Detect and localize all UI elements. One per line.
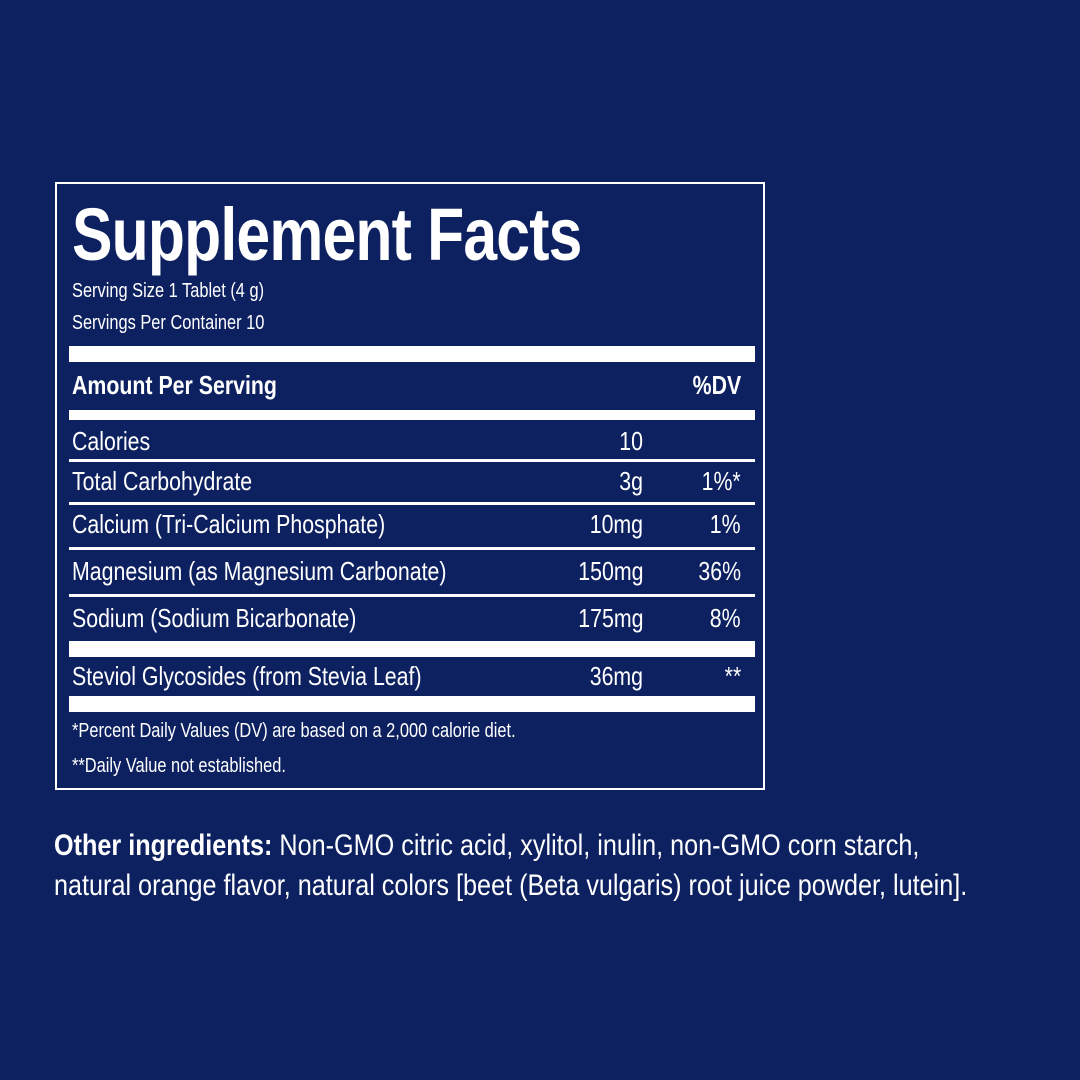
servings-per-container: Servings Per Container 10 — [72, 312, 265, 334]
nutrient-dv: 8% — [710, 603, 741, 633]
other-ingredients-line2: natural orange flavor, natural colors [b… — [54, 869, 968, 902]
nutrient-dv: ** — [724, 661, 741, 691]
nutrient-name: Total Carbohydrate — [72, 466, 253, 496]
thin-divider — [69, 594, 755, 597]
nutrient-amount: 3g — [619, 466, 643, 496]
nutrient-dv: 36% — [698, 556, 741, 586]
nutrient-name: Calories — [72, 426, 151, 456]
footnote-not-established: **Daily Value not established. — [72, 755, 286, 777]
dv-header: %DV — [692, 370, 741, 400]
nutrient-amount: 10mg — [589, 509, 643, 539]
supplement-facts-panel: Supplement Facts Serving Size 1 Tablet (… — [55, 182, 765, 790]
footnote-dv: *Percent Daily Values (DV) are based on … — [72, 720, 516, 742]
panel-title: Supplement Facts — [72, 193, 582, 276]
medium-divider — [69, 410, 755, 420]
thick-divider — [69, 346, 755, 362]
nutrient-name: Magnesium (as Magnesium Carbonate) — [72, 556, 447, 586]
other-ingredients: Other ingredients: Non-GMO citric acid, … — [54, 826, 967, 906]
thick-divider — [69, 696, 755, 712]
nutrient-amount: 10 — [619, 426, 643, 456]
amount-per-serving-header: Amount Per Serving — [72, 370, 277, 400]
thin-divider — [69, 502, 755, 505]
nutrient-name: Sodium (Sodium Bicarbonate) — [72, 603, 357, 633]
other-ingredients-label: Other ingredients: — [54, 829, 273, 862]
nutrient-amount: 150mg — [577, 556, 643, 586]
thin-divider — [69, 459, 755, 462]
other-ingredients-line1: Non-GMO citric acid, xylitol, inulin, no… — [272, 829, 920, 862]
nutrient-name: Calcium (Tri-Calcium Phosphate) — [72, 509, 386, 539]
nutrient-dv: 1% — [710, 509, 741, 539]
nutrient-amount: 175mg — [577, 603, 643, 633]
nutrient-dv: 1%* — [701, 466, 741, 496]
serving-size: Serving Size 1 Tablet (4 g) — [72, 280, 265, 302]
nutrient-name: Steviol Glycosides (from Stevia Leaf) — [72, 661, 422, 691]
thick-divider — [69, 641, 755, 657]
thin-divider — [69, 547, 755, 550]
nutrient-amount: 36mg — [589, 661, 643, 691]
